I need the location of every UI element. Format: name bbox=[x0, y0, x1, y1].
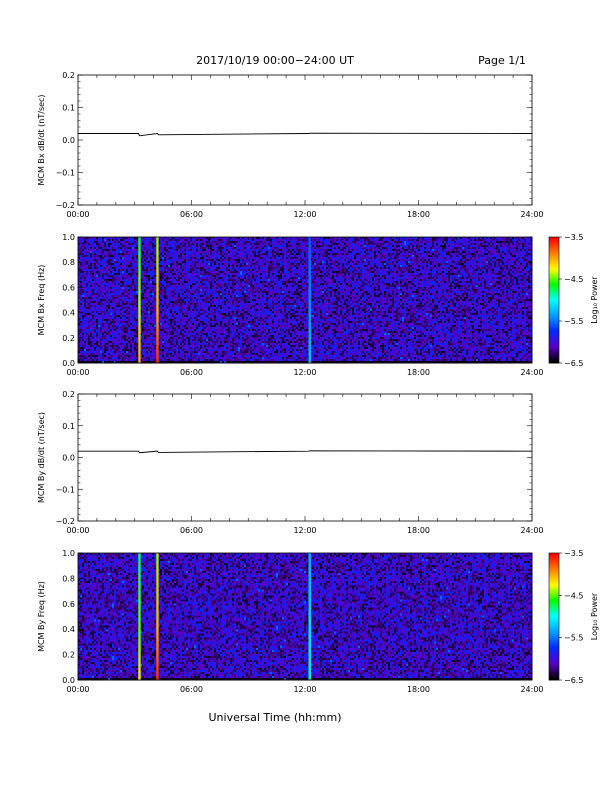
y-tick-label: 0.0 bbox=[62, 359, 75, 368]
x-tick-label: 18:00 bbox=[407, 368, 430, 377]
x-tick-label: 24:00 bbox=[520, 368, 543, 377]
x-axis-title: Universal Time (hh:mm) bbox=[209, 711, 342, 724]
y-tick-label: 0.0 bbox=[62, 136, 75, 145]
y-tick-label: −0.2 bbox=[56, 517, 75, 526]
y-tick-label: 0.4 bbox=[62, 625, 75, 634]
y-tick-label: 0.2 bbox=[62, 71, 75, 80]
y-tick-label: −0.1 bbox=[56, 169, 75, 178]
y-axis-title: MCM By dB/dt (nT/sec) bbox=[37, 412, 46, 503]
x-tick-label: 06:00 bbox=[180, 526, 203, 535]
colorbar-tick-label: −3.5 bbox=[564, 233, 583, 242]
x-tick-label: 18:00 bbox=[407, 685, 430, 694]
x-tick-label: 18:00 bbox=[407, 526, 430, 535]
line-panel-2 bbox=[78, 394, 532, 521]
y-tick-label: 0.6 bbox=[62, 283, 75, 292]
y-axis-title: MCM By Freq (Hz) bbox=[37, 581, 46, 652]
date-range-title: 2017/10/19 00:00−24:00 UT bbox=[196, 54, 354, 67]
colorbar-tick-label: −6.5 bbox=[564, 359, 583, 368]
x-tick-label: 06:00 bbox=[180, 368, 203, 377]
x-tick-label: 12:00 bbox=[293, 210, 316, 219]
event-stripe bbox=[309, 237, 311, 363]
colorbar-tick-label: −5.5 bbox=[564, 634, 583, 643]
y-tick-label: 0.2 bbox=[62, 390, 75, 399]
page-number: Page 1/1 bbox=[478, 54, 526, 67]
y-tick-label: 0.8 bbox=[62, 258, 75, 267]
y-tick-label: −0.1 bbox=[56, 485, 75, 494]
plot-frame bbox=[78, 75, 532, 205]
y-tick-label: 0.2 bbox=[62, 334, 75, 343]
event-stripe bbox=[138, 553, 140, 680]
colorbar-tick-label: −3.5 bbox=[564, 549, 583, 558]
event-stripe bbox=[309, 553, 311, 680]
panels: 0.2 0.1 0.0 −0.1 −0.2 MCM Bx dB/dt (nT/sec) 00… bbox=[37, 71, 599, 694]
colorbar-title: Log₁₀ Power bbox=[590, 592, 599, 640]
line-panel-0 bbox=[78, 75, 532, 205]
x-tick-label: 18:00 bbox=[407, 210, 430, 219]
event-stripe bbox=[138, 237, 140, 363]
x-tick-label: 12:00 bbox=[293, 526, 316, 535]
heatmap-panel-1 bbox=[78, 237, 532, 363]
x-tick-label: 00:00 bbox=[66, 685, 89, 694]
y-tick-label: 0.1 bbox=[62, 104, 75, 113]
y-tick-label: 0.4 bbox=[62, 309, 75, 318]
y-tick-label: −0.2 bbox=[56, 201, 75, 210]
heatmap-panel-3 bbox=[78, 553, 532, 680]
x-tick-label: 00:00 bbox=[66, 210, 89, 219]
y-tick-label: 0.2 bbox=[62, 651, 75, 660]
x-tick-label: 12:00 bbox=[293, 368, 316, 377]
y-axis-title: MCM Bx dB/dt (nT/sec) bbox=[37, 94, 46, 185]
x-tick-label: 06:00 bbox=[180, 685, 203, 694]
y-tick-label: 1.0 bbox=[62, 549, 75, 558]
event-stripe bbox=[156, 553, 158, 680]
x-tick-label: 00:00 bbox=[66, 526, 89, 535]
x-tick-label: 24:00 bbox=[520, 685, 543, 694]
colorbar-tick-label: −5.5 bbox=[564, 317, 583, 326]
colorbar-3: −3.5 −4.5 −5.5 −6.5 Log₁₀ Power bbox=[549, 549, 599, 685]
y-axis-title: MCM Bx Freq (Hz) bbox=[37, 265, 46, 336]
x-tick-label: 24:00 bbox=[520, 210, 543, 219]
x-tick-label: 06:00 bbox=[180, 210, 203, 219]
colorbar-tick-label: −4.5 bbox=[564, 275, 583, 284]
x-tick-label: 00:00 bbox=[66, 368, 89, 377]
x-tick-label: 12:00 bbox=[293, 685, 316, 694]
plot-frame bbox=[78, 394, 532, 521]
y-tick-label: 0.0 bbox=[62, 676, 75, 685]
y-tick-label: 1.0 bbox=[62, 233, 75, 242]
x-tick-label: 24:00 bbox=[520, 526, 543, 535]
y-tick-label: 0.0 bbox=[62, 454, 75, 463]
y-tick-label: 0.8 bbox=[62, 574, 75, 583]
y-tick-label: 0.1 bbox=[62, 422, 75, 431]
heatmap-cells bbox=[78, 237, 532, 363]
event-stripe bbox=[156, 237, 158, 363]
colorbar-tick-label: −4.5 bbox=[564, 591, 583, 600]
colorbar-title: Log₁₀ Power bbox=[590, 276, 599, 324]
y-tick-label: 0.6 bbox=[62, 600, 75, 609]
colorbar-1: −3.5 −4.5 −5.5 −6.5 Log₁₀ Power bbox=[549, 233, 599, 368]
colorbar-tick-label: −6.5 bbox=[564, 676, 583, 685]
heatmap-cells bbox=[78, 553, 532, 680]
